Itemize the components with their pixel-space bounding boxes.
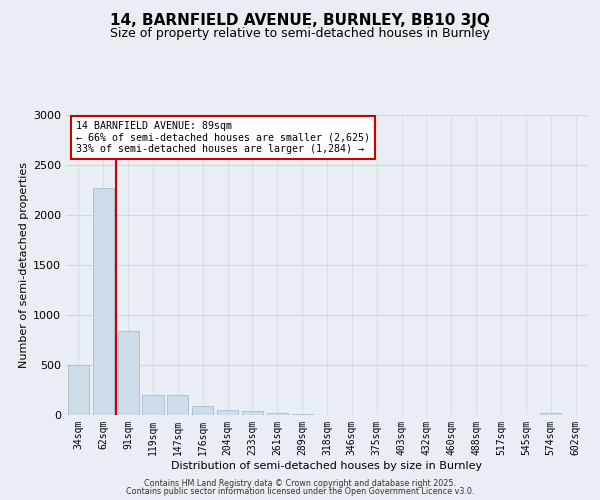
Bar	[192, 406, 213, 415]
Bar	[242, 411, 263, 415]
Bar	[217, 410, 238, 415]
Text: Contains public sector information licensed under the Open Government Licence v3: Contains public sector information licen…	[126, 487, 474, 496]
Bar	[68, 365, 89, 415]
Text: Contains HM Land Registry data © Crown copyright and database right 2025.: Contains HM Land Registry data © Crown c…	[144, 478, 456, 488]
Bar	[93, 188, 114, 415]
Text: 14 BARNFIELD AVENUE: 89sqm
← 66% of semi-detached houses are smaller (2,625)
33%: 14 BARNFIELD AVENUE: 89sqm ← 66% of semi…	[76, 121, 370, 154]
X-axis label: Distribution of semi-detached houses by size in Burnley: Distribution of semi-detached houses by …	[172, 460, 482, 470]
Bar	[167, 395, 188, 415]
Bar	[292, 414, 313, 415]
Y-axis label: Number of semi-detached properties: Number of semi-detached properties	[19, 162, 29, 368]
Bar	[267, 413, 288, 415]
Bar	[142, 395, 164, 415]
Text: Size of property relative to semi-detached houses in Burnley: Size of property relative to semi-detach…	[110, 28, 490, 40]
Bar	[540, 413, 561, 415]
Text: 14, BARNFIELD AVENUE, BURNLEY, BB10 3JQ: 14, BARNFIELD AVENUE, BURNLEY, BB10 3JQ	[110, 12, 490, 28]
Bar	[118, 331, 139, 415]
